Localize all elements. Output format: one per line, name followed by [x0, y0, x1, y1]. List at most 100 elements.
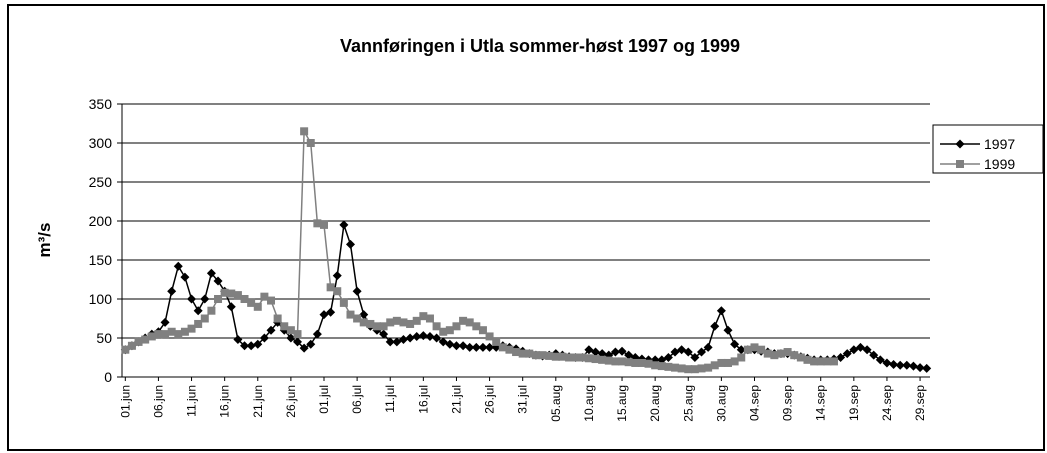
data-point — [763, 349, 772, 358]
data-point — [293, 330, 302, 339]
data-point — [359, 310, 369, 320]
x-tick-label: 11.jun — [185, 385, 199, 417]
data-point — [206, 268, 216, 278]
data-point — [127, 341, 136, 350]
data-point — [346, 310, 355, 319]
data-point — [167, 327, 176, 336]
data-point — [273, 314, 282, 323]
data-point — [160, 317, 170, 327]
y-tick-label: 100 — [89, 291, 113, 307]
data-point — [478, 342, 488, 352]
data-point — [690, 353, 700, 362]
data-point — [617, 346, 627, 356]
data-point — [922, 363, 932, 373]
data-point — [200, 314, 209, 323]
data-point — [471, 342, 481, 352]
data-point — [790, 351, 799, 360]
data-point — [134, 337, 143, 346]
data-point — [445, 326, 454, 335]
data-point — [418, 331, 428, 341]
x-tick-label: 01.jul — [317, 385, 331, 414]
data-point — [345, 239, 355, 249]
data-point — [717, 358, 726, 367]
data-point — [730, 357, 739, 366]
data-point — [286, 326, 295, 335]
x-tick-label: 05.aug — [549, 385, 563, 422]
data-point — [187, 294, 197, 304]
data-point — [332, 271, 342, 281]
data-point — [173, 261, 183, 271]
data-point — [200, 294, 210, 304]
data-point — [915, 363, 925, 373]
data-point — [485, 332, 494, 341]
data-point — [312, 329, 322, 339]
data-point — [465, 342, 475, 352]
data-point — [167, 286, 177, 296]
data-point — [451, 341, 461, 351]
data-point — [591, 355, 600, 364]
data-point — [465, 318, 474, 327]
data-point — [611, 357, 620, 366]
legend-marker — [956, 160, 964, 168]
data-point — [425, 331, 435, 341]
data-point — [299, 343, 309, 353]
data-point — [545, 351, 554, 360]
data-point — [339, 298, 348, 307]
data-point — [452, 322, 461, 331]
data-point — [353, 314, 362, 323]
data-point — [412, 331, 422, 341]
data-point — [485, 342, 495, 352]
y-tick-label: 250 — [89, 174, 113, 190]
legend-marker — [955, 139, 965, 149]
chart-title: Vannføringen i Utla sommer-høst 1997 og … — [340, 36, 740, 56]
data-point — [386, 318, 395, 327]
data-point — [829, 357, 838, 366]
data-point — [379, 329, 389, 339]
x-tick-label: 04.sep — [747, 385, 761, 421]
data-point — [267, 296, 276, 305]
data-point — [439, 327, 448, 336]
data-point — [339, 220, 349, 230]
data-point — [816, 357, 825, 366]
data-point — [823, 357, 832, 366]
data-point — [750, 343, 759, 352]
data-point — [147, 332, 156, 341]
data-point — [531, 351, 540, 360]
data-point — [226, 302, 236, 312]
data-point — [610, 347, 620, 357]
data-point — [385, 337, 395, 347]
data-point — [220, 288, 229, 297]
data-point — [618, 357, 627, 366]
data-point — [247, 298, 256, 307]
data-point — [399, 318, 408, 327]
data-point — [631, 358, 640, 367]
data-point — [266, 325, 276, 335]
data-point — [227, 289, 236, 298]
data-point — [637, 358, 646, 367]
data-point — [306, 339, 316, 349]
data-point — [233, 335, 243, 345]
data-point — [737, 353, 746, 362]
data-point — [690, 365, 699, 374]
y-tick-label: 200 — [89, 213, 113, 229]
data-point — [558, 352, 567, 361]
data-point — [710, 361, 719, 370]
legend-label: 1997 — [984, 136, 1015, 152]
data-point — [326, 307, 336, 317]
data-point — [259, 333, 269, 343]
data-point — [246, 341, 256, 351]
data-point — [724, 358, 732, 367]
data-point — [154, 330, 163, 339]
chart-border — [7, 4, 1045, 451]
x-tick-label: 21.jun — [251, 385, 265, 418]
data-point — [333, 287, 342, 296]
x-tick-label: 15.aug — [615, 385, 629, 422]
data-point — [372, 322, 381, 331]
data-point — [624, 358, 633, 367]
data-point — [651, 361, 660, 370]
data-point — [419, 312, 428, 321]
data-point — [776, 349, 785, 358]
data-point — [571, 353, 580, 362]
data-point — [518, 349, 527, 358]
data-point — [180, 272, 190, 282]
